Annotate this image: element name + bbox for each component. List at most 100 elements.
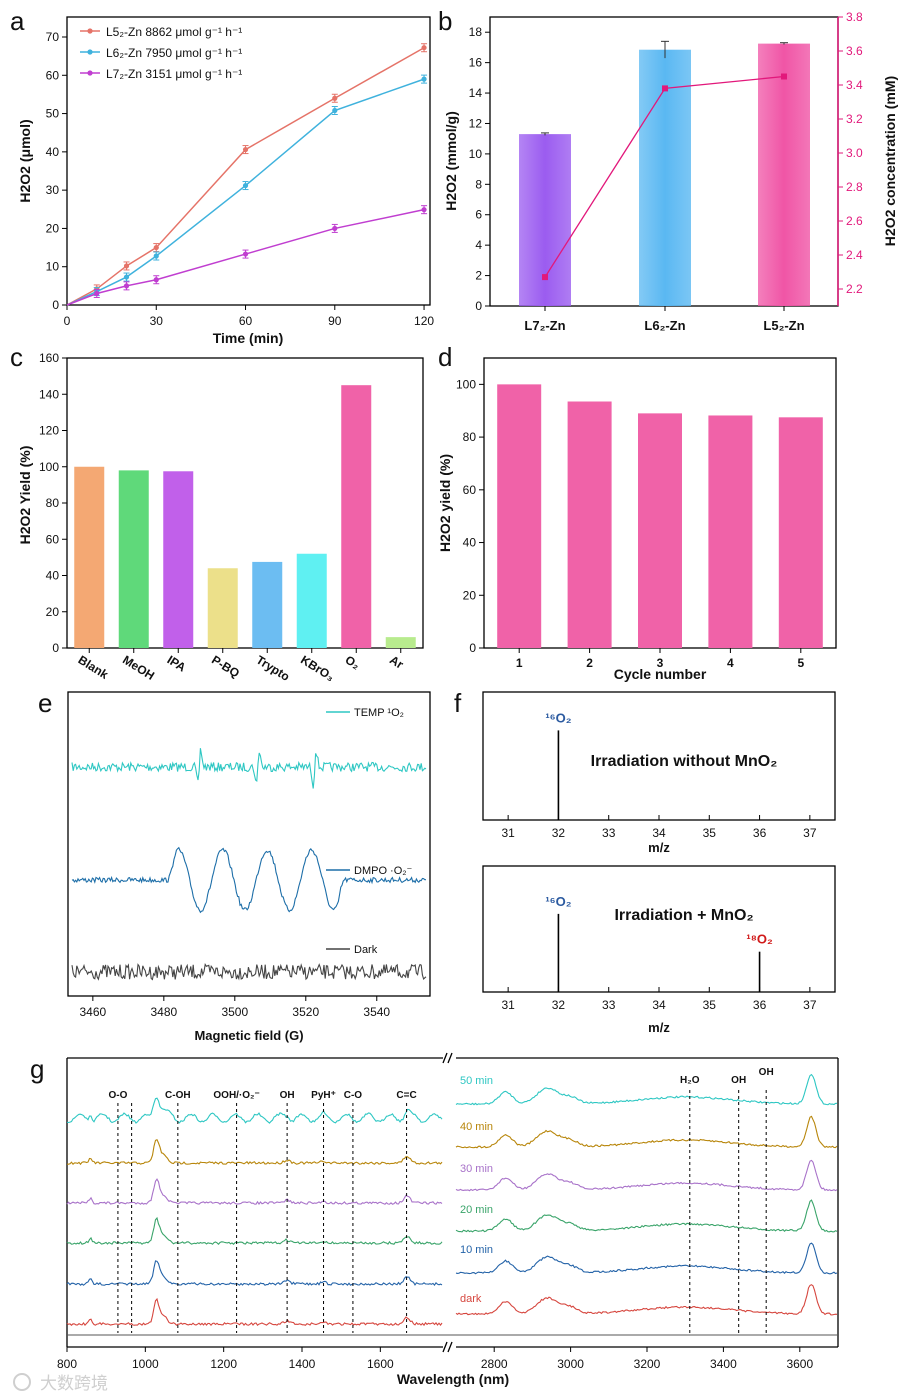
ms-peak-label: ¹⁶O₂ (545, 894, 571, 909)
x-tick-label: 3480 (150, 1005, 177, 1019)
x-tick-label: IPA (165, 653, 189, 675)
data-point (332, 107, 338, 114)
x-tick-label: 37 (803, 998, 817, 1012)
ir-spectrum-left-1 (67, 1138, 443, 1166)
axis-break (442, 1052, 448, 1064)
y-tick-label: 40 (46, 145, 60, 159)
x-tick-label: 33 (602, 826, 616, 840)
x-tick-label: 1000 (132, 1357, 159, 1371)
y2-tick-label: 2.8 (846, 180, 863, 194)
y-tick-label: 8 (475, 177, 482, 191)
y-tick-label: 16 (469, 56, 483, 70)
x-tick-label: 37 (803, 826, 817, 840)
y-axis-title: H2O2 (mmol/g) (443, 111, 459, 211)
x-tick-label: 2800 (481, 1357, 508, 1371)
band-label: C-OH (165, 1090, 191, 1101)
series-label: 40 min (460, 1121, 493, 1133)
bar-1 (639, 49, 691, 306)
band-label: C-O (344, 1090, 363, 1101)
x-tick-label: MeOH (120, 653, 157, 683)
y2-tick-label: 3.8 (846, 10, 863, 24)
ir-spectrum-left-2 (66, 1178, 443, 1205)
y-tick-label: 120 (39, 424, 59, 438)
data-point (242, 146, 249, 153)
x-tick-label: 32 (552, 998, 566, 1012)
x-tick-label: 3540 (363, 1005, 390, 1019)
data-point (421, 45, 427, 51)
x-tick-label: 3520 (292, 1005, 319, 1019)
x-tick-label: 31 (501, 998, 515, 1012)
band-label: OOH/·O₂⁻ (213, 1090, 259, 1101)
x-axis-title: m/z (648, 840, 670, 855)
watermark-logo (13, 1373, 31, 1391)
ms-panel-title: Irradiation without MnO₂ (591, 753, 778, 770)
y-tick-label: 50 (46, 107, 60, 121)
y-tick-label: 30 (46, 183, 60, 197)
bar-5 (296, 553, 327, 648)
bar-0 (497, 384, 542, 648)
y-tick-label: 18 (469, 25, 483, 39)
x-tick-label: 36 (753, 998, 767, 1012)
ir-spectrum-right-4 (455, 1242, 838, 1275)
x-tick-label: 1400 (289, 1357, 316, 1371)
legend-label: DMPO ·O₂⁻ (354, 865, 413, 877)
x-tick-label: 120 (414, 314, 434, 328)
y2-tick-label: 2.4 (846, 248, 863, 262)
y2-tick-label: 3.4 (846, 78, 863, 92)
ms-peak-label: ¹⁸O₂ (746, 932, 773, 947)
x-axis-title: Magnetic field (G) (194, 1028, 303, 1043)
panel-letter-d: d (438, 342, 452, 372)
x-tick-label: P-BQ (209, 653, 242, 681)
ms-panel-title: Irradiation + MnO₂ (614, 907, 753, 924)
data-point (123, 283, 130, 289)
band-label: OH (759, 1067, 774, 1078)
series-label: 50 min (460, 1075, 493, 1087)
data-point (332, 225, 338, 232)
x-tick-label: 3500 (221, 1005, 248, 1019)
x-tick-label: Blank (76, 653, 111, 682)
y-tick-label: 14 (469, 86, 483, 100)
x-tick-label: 800 (57, 1357, 77, 1371)
series-label: 10 min (460, 1244, 493, 1256)
y-tick-label: 40 (46, 569, 60, 583)
ms-peak-label: ¹⁶O₂ (545, 710, 571, 725)
concentration-marker (542, 274, 548, 281)
x-tick-label: L6₂-Zn (644, 318, 685, 333)
y-tick-label: 40 (463, 536, 477, 550)
band-label: C=C (396, 1090, 416, 1101)
ir-spectrum-right-2 (455, 1159, 838, 1192)
y2-tick-label: 3.0 (846, 146, 863, 160)
x-tick-label: 3460 (79, 1005, 106, 1019)
x-tick-label: 0 (64, 314, 71, 328)
x-tick-label: 35 (703, 998, 717, 1012)
bar-1 (118, 470, 149, 648)
x-axis-title: m/z (648, 1020, 670, 1035)
band-label: OH (280, 1090, 295, 1101)
ir-spectrum-right-5 (455, 1284, 838, 1316)
y-tick-label: 70 (46, 30, 60, 44)
band-label: OH (731, 1075, 746, 1086)
spectrum-0 (71, 748, 427, 789)
concentration-marker (781, 73, 787, 80)
y-tick-label: 6 (475, 208, 482, 222)
axis-break (447, 1052, 453, 1064)
legend-marker (87, 49, 93, 55)
x-tick-label: 2 (586, 656, 593, 670)
panel-letter-g: g (30, 1054, 44, 1084)
x-axis-title: Cycle number (614, 666, 707, 682)
y-axis-title: H2O2 (μmol) (17, 119, 33, 202)
ir-spectrum-left-0 (66, 1097, 443, 1124)
y-tick-label: 60 (463, 483, 477, 497)
x-tick-label: Ar (387, 653, 406, 672)
x-tick-label: 1600 (367, 1357, 394, 1371)
x-tick-label: 1 (516, 656, 523, 670)
x-tick-label: 3200 (634, 1357, 661, 1371)
series-label: 30 min (460, 1163, 493, 1175)
y-tick-label: 20 (46, 605, 60, 619)
x-tick-label: 3000 (557, 1357, 584, 1371)
series-label: 20 min (460, 1204, 493, 1216)
legend-marker (87, 28, 93, 34)
x-tick-label: 4 (727, 656, 734, 670)
bar-4 (252, 561, 283, 648)
